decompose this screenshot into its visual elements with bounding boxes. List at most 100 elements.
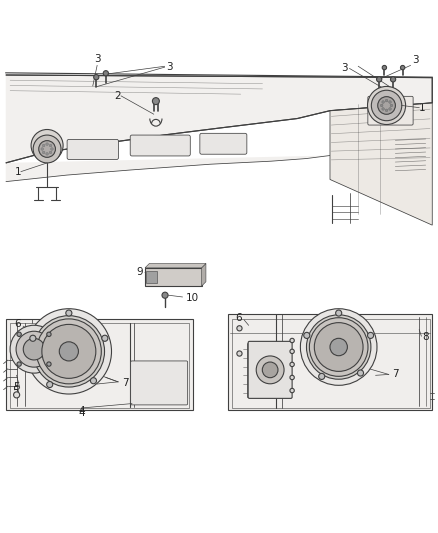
Text: 7: 7 xyxy=(122,378,129,387)
Circle shape xyxy=(367,333,374,338)
Circle shape xyxy=(389,108,391,110)
Circle shape xyxy=(389,101,391,103)
Circle shape xyxy=(42,325,96,378)
Text: 1: 1 xyxy=(419,103,426,112)
FancyBboxPatch shape xyxy=(130,135,190,156)
Text: 3: 3 xyxy=(166,62,173,72)
Circle shape xyxy=(17,332,21,336)
Circle shape xyxy=(47,332,51,336)
Circle shape xyxy=(357,370,364,376)
Text: 3: 3 xyxy=(342,63,348,74)
Text: 6: 6 xyxy=(236,313,242,324)
Circle shape xyxy=(290,338,294,343)
Text: 10: 10 xyxy=(186,293,199,303)
Circle shape xyxy=(31,130,63,161)
Circle shape xyxy=(46,152,48,155)
Circle shape xyxy=(94,75,99,80)
Circle shape xyxy=(390,104,393,107)
Circle shape xyxy=(23,338,45,360)
Circle shape xyxy=(290,389,294,393)
Circle shape xyxy=(382,66,387,70)
Text: 1: 1 xyxy=(14,167,21,176)
FancyBboxPatch shape xyxy=(67,140,118,159)
Polygon shape xyxy=(330,103,432,225)
Circle shape xyxy=(10,325,58,373)
Circle shape xyxy=(367,86,406,125)
Circle shape xyxy=(307,315,371,379)
FancyBboxPatch shape xyxy=(131,361,187,405)
Circle shape xyxy=(51,148,53,150)
Circle shape xyxy=(237,351,242,356)
Circle shape xyxy=(319,374,325,379)
Circle shape xyxy=(378,96,396,114)
FancyBboxPatch shape xyxy=(248,341,292,398)
Circle shape xyxy=(162,292,168,298)
Circle shape xyxy=(256,356,284,384)
Circle shape xyxy=(290,375,294,379)
Circle shape xyxy=(90,378,96,384)
Text: 2: 2 xyxy=(114,91,121,101)
Circle shape xyxy=(26,309,112,394)
Text: 6: 6 xyxy=(14,319,21,329)
Polygon shape xyxy=(6,75,432,182)
Circle shape xyxy=(66,310,72,316)
Circle shape xyxy=(290,349,294,353)
Circle shape xyxy=(152,98,159,104)
Circle shape xyxy=(49,151,52,154)
FancyBboxPatch shape xyxy=(368,96,413,125)
Circle shape xyxy=(39,141,56,157)
Circle shape xyxy=(336,310,342,316)
Circle shape xyxy=(385,99,388,102)
Text: 8: 8 xyxy=(423,332,429,342)
Circle shape xyxy=(400,66,405,70)
Text: 5: 5 xyxy=(12,386,19,396)
Text: 3: 3 xyxy=(412,55,418,65)
Circle shape xyxy=(102,335,108,341)
Circle shape xyxy=(46,143,48,146)
Circle shape xyxy=(42,151,45,154)
Circle shape xyxy=(33,316,105,387)
Circle shape xyxy=(391,77,396,82)
Circle shape xyxy=(17,362,21,366)
Circle shape xyxy=(314,322,363,372)
Circle shape xyxy=(30,335,36,341)
Circle shape xyxy=(47,382,53,387)
Circle shape xyxy=(304,333,310,338)
Circle shape xyxy=(300,309,377,385)
Circle shape xyxy=(41,148,43,150)
Polygon shape xyxy=(6,319,193,410)
Circle shape xyxy=(382,101,385,103)
Circle shape xyxy=(33,135,61,163)
Circle shape xyxy=(14,392,20,398)
Circle shape xyxy=(59,342,78,361)
FancyBboxPatch shape xyxy=(146,271,157,282)
Circle shape xyxy=(103,71,109,76)
Polygon shape xyxy=(145,263,206,268)
Polygon shape xyxy=(201,263,206,286)
Circle shape xyxy=(309,318,368,376)
Circle shape xyxy=(377,77,382,82)
Text: 4: 4 xyxy=(78,406,85,416)
Text: 7: 7 xyxy=(392,369,399,379)
Text: 5: 5 xyxy=(13,383,20,392)
Text: 3: 3 xyxy=(94,54,100,64)
FancyBboxPatch shape xyxy=(200,133,247,154)
Circle shape xyxy=(262,362,278,378)
Circle shape xyxy=(14,337,20,344)
FancyBboxPatch shape xyxy=(145,268,201,286)
Circle shape xyxy=(42,144,45,147)
Polygon shape xyxy=(228,314,432,410)
Circle shape xyxy=(380,104,383,107)
Circle shape xyxy=(371,90,402,120)
Circle shape xyxy=(385,109,388,111)
Circle shape xyxy=(49,144,52,147)
Text: 9: 9 xyxy=(136,266,143,277)
Circle shape xyxy=(382,108,385,110)
Circle shape xyxy=(16,331,52,367)
Circle shape xyxy=(330,338,347,356)
Text: 4: 4 xyxy=(78,408,85,418)
Circle shape xyxy=(290,362,294,367)
Circle shape xyxy=(36,319,101,384)
Circle shape xyxy=(47,362,51,366)
Circle shape xyxy=(237,326,242,331)
